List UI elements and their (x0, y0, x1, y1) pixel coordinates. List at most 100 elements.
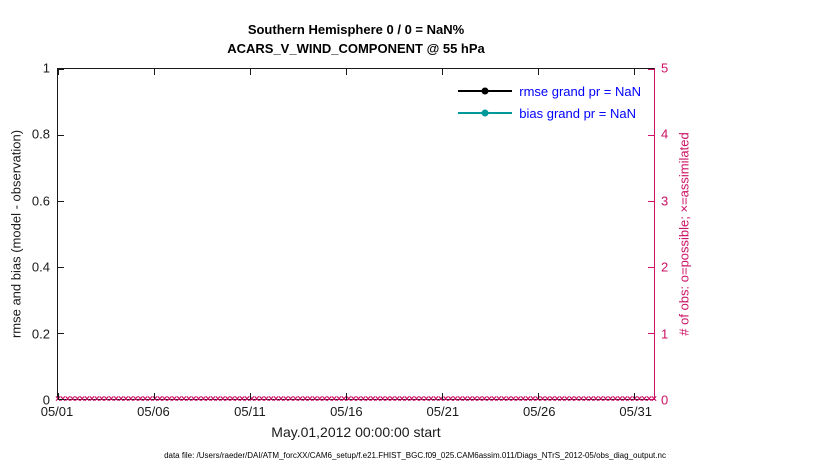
x-tick-mark (345, 393, 347, 399)
obs-x-marker: × (210, 394, 216, 405)
obs-x-marker: × (617, 394, 623, 405)
legend-label: bias grand pr = NaN (519, 105, 636, 121)
y-tick-mark-right (648, 266, 654, 268)
obs-x-marker: × (418, 394, 425, 405)
obs-x-marker: × (403, 394, 410, 405)
legend-entry: rmse grand pr = NaN (458, 82, 641, 100)
obs-x-marker: × (462, 394, 468, 405)
obs-x-marker: × (496, 394, 502, 405)
x-tick-mark (634, 393, 636, 399)
plot-title-line1: Southern Hemisphere 0 / 0 = NaN% (247, 22, 465, 37)
y-tick-label-right: 1 (661, 326, 669, 342)
obs-x-marker: × (161, 394, 168, 405)
obs-x-marker: × (607, 394, 614, 405)
obs-x-marker: × (234, 394, 241, 405)
x-tick-mark (538, 393, 540, 399)
y-tick-mark-left (58, 68, 64, 70)
obs-x-marker: × (520, 394, 527, 405)
obs-x-marker: × (74, 394, 81, 405)
obs-x-marker: × (268, 394, 275, 405)
x-tick-label: 05/26 (522, 404, 556, 419)
obs-x-marker: × (326, 394, 333, 405)
obs-x-marker: × (408, 394, 415, 405)
obs-x-marker: × (360, 394, 367, 405)
obs-x-marker: × (510, 394, 517, 405)
obs-x-marker: × (399, 394, 405, 405)
obs-x-marker: × (253, 394, 260, 405)
obs-x-marker: × (248, 394, 255, 405)
obs-x-marker: × (433, 394, 439, 405)
x-tick-label: 05/21 (426, 404, 460, 419)
obs-x-marker: × (151, 394, 158, 405)
obs-x-marker: × (166, 394, 173, 405)
x-tick-mark (57, 69, 59, 75)
obs-x-marker: × (515, 394, 522, 405)
obs-x-marker: × (365, 394, 372, 405)
obs-x-marker: × (127, 394, 134, 405)
y-tick-mark-left (58, 266, 64, 268)
obs-x-marker: × (282, 394, 289, 405)
obs-x-marker: × (88, 394, 95, 405)
obs-x-marker: × (636, 394, 643, 405)
data-file-caption: data file: /Users/raeder/DAI/ATM_forcXX/… (164, 451, 666, 460)
plot-title-line2: ACARS_V_WIND_COMPONENT @ 55 hPa (227, 41, 485, 56)
y-tick-mark-left (58, 398, 64, 400)
y-tick-label-left: 0.8 (31, 126, 50, 142)
obs-x-marker: × (350, 394, 357, 405)
obs-x-marker: × (79, 394, 86, 405)
legend-label: rmse grand pr = NaN (519, 83, 641, 99)
obs-x-marker: × (118, 394, 124, 405)
legend: rmse grand pr = NaN bias grand pr = NaN (458, 82, 641, 122)
obs-x-marker: × (651, 394, 657, 405)
obs-x-marker: × (345, 394, 352, 405)
y-tick-labels-left: 0 0.2 0.4 0.6 0.8 1 (0, 61, 50, 408)
obs-x-marker: × (69, 394, 76, 405)
y-tick-label-left: 0.2 (31, 326, 50, 342)
obs-x-marker: × (239, 394, 246, 405)
obs-x-marker: × (389, 394, 396, 405)
obs-x-marker: × (355, 394, 362, 405)
obs-x-marker: × (244, 394, 250, 405)
obs-x-marker: × (500, 394, 507, 405)
obs-x-marker: × (287, 394, 294, 405)
x-tick-mark (345, 69, 347, 75)
obs-x-marker: × (171, 394, 178, 405)
obs-x-marker: × (311, 394, 318, 405)
obs-x-marker: × (539, 394, 546, 405)
x-tick-mark (538, 69, 540, 75)
obs-x-marker: × (156, 394, 163, 405)
obs-x-marker: × (457, 394, 464, 405)
obs-x-marker: × (64, 394, 71, 405)
obs-x-marker: × (132, 394, 139, 405)
obs-x-marker: × (592, 394, 599, 405)
obs-x-marker: × (263, 394, 270, 405)
y-tick-label-right: 5 (661, 60, 669, 76)
obs-x-marker: × (525, 394, 531, 405)
obs-x-marker: × (631, 394, 638, 405)
obs-x-marker: × (549, 394, 556, 405)
x-tick-mark (153, 393, 155, 399)
obs-x-marker: × (379, 394, 386, 405)
obs-x-marker: × (442, 394, 449, 405)
obs-x-marker: × (185, 394, 192, 405)
y-tick-mark-right (648, 200, 654, 202)
obs-x-marker: × (374, 394, 381, 405)
y-tick-label-right: 3 (661, 193, 669, 209)
y-tick-mark-left (58, 200, 64, 202)
obs-x-marker: × (544, 394, 551, 405)
obs-x-marker: × (277, 394, 284, 405)
y-tick-mark-right (648, 68, 654, 70)
obs-x-marker: × (108, 394, 115, 405)
obs-x-marker: × (142, 394, 149, 405)
obs-x-marker: × (55, 394, 61, 405)
obs-x-marker: × (219, 394, 226, 405)
plot-title: Southern Hemisphere 0 / 0 = NaN% ACARS_V… (57, 20, 655, 58)
obs-x-marker: × (583, 394, 590, 405)
x-tick-mark (153, 69, 155, 75)
obs-x-marker: × (229, 394, 236, 405)
obs-x-marker: × (626, 394, 633, 405)
y-tick-mark-left (58, 134, 64, 136)
obs-x-marker: × (258, 394, 265, 405)
obs-x-marker: × (394, 394, 401, 405)
obs-x-marker: × (602, 394, 609, 405)
